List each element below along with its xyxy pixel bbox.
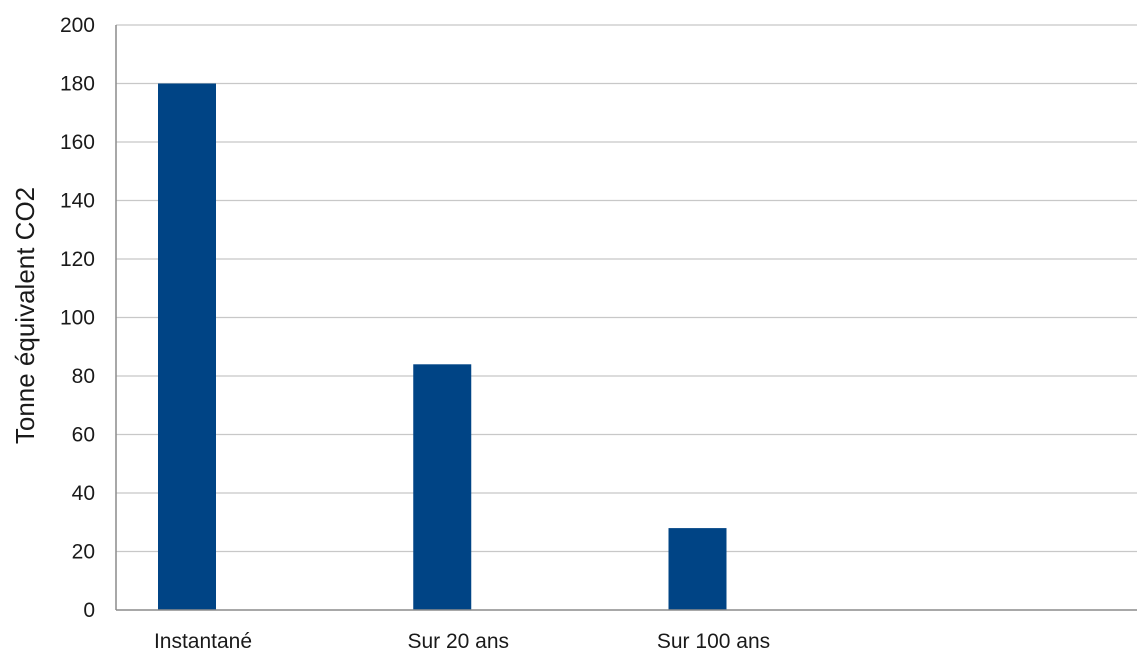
bars <box>158 83 727 610</box>
bar-instantané <box>158 83 216 610</box>
y-tick-label: 140 <box>60 190 95 213</box>
x-tick-label: Sur 20 ans <box>407 630 509 653</box>
y-tick-label: 160 <box>60 131 95 154</box>
x-tick-label: Instantané <box>154 630 252 653</box>
y-axis-title: Tonne équivalent CO2 <box>10 187 40 444</box>
bar-sur-100-ans <box>668 528 727 610</box>
y-tick-label: 180 <box>60 73 95 96</box>
y-tick-label: 40 <box>72 482 95 505</box>
y-tick-label: 0 <box>83 599 95 622</box>
y-axis-ticks: 0 20 40 60 80 100 120 140 160 180 200 <box>60 14 95 622</box>
gridlines <box>116 24 1137 553</box>
y-tick-label: 200 <box>60 14 95 37</box>
y-tick-label: 100 <box>60 307 95 330</box>
bar-sur-20-ans <box>413 364 472 610</box>
x-tick-label: Sur 100 ans <box>657 630 770 653</box>
y-tick-label: 20 <box>72 541 95 564</box>
x-axis-ticks: Instantané Sur 20 ans Sur 100 ans <box>154 630 770 653</box>
y-tick-label: 80 <box>72 365 95 388</box>
y-tick-label: 60 <box>72 424 95 447</box>
y-tick-label: 120 <box>60 248 95 271</box>
